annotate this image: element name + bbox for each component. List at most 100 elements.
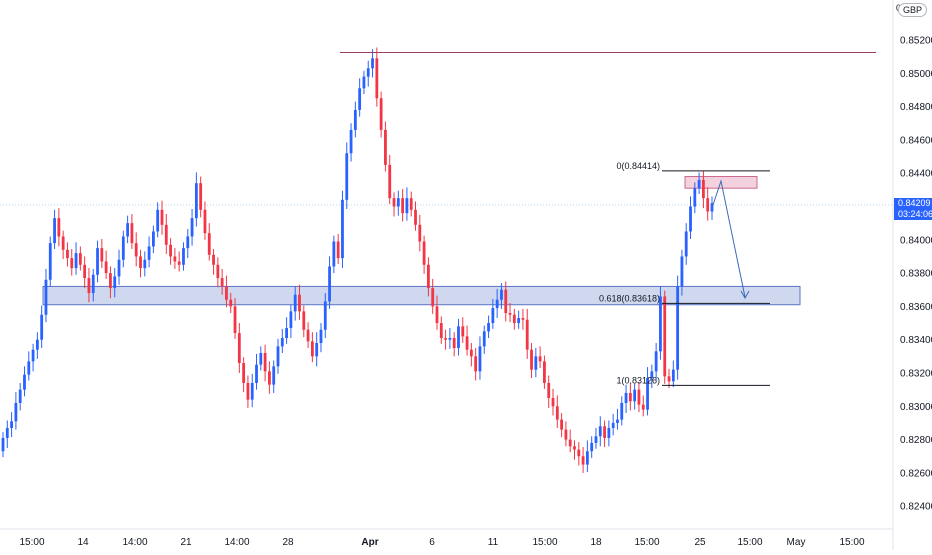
candle-body — [285, 328, 288, 339]
candle — [457, 318, 460, 356]
candle — [139, 249, 142, 278]
candle-body — [216, 264, 220, 279]
candle — [684, 223, 688, 265]
candle-body — [66, 249, 69, 259]
candle-body — [564, 429, 568, 440]
time-tick-label: 18 — [590, 537, 602, 548]
candle — [637, 382, 641, 413]
candle-body — [40, 314, 44, 340]
candle — [676, 275, 680, 380]
candle-body — [117, 259, 121, 277]
candle-body — [448, 338, 452, 340]
candle-body — [414, 209, 417, 225]
candle-body — [534, 356, 538, 370]
candle-body — [298, 294, 301, 312]
candle-body — [1, 437, 5, 452]
candle-body — [268, 371, 271, 385]
candle-body — [220, 278, 224, 287]
time-tick-label: 28 — [282, 537, 294, 548]
candle — [598, 416, 602, 447]
candle-body — [684, 231, 688, 257]
candle-body — [229, 299, 233, 307]
candle-body — [603, 426, 606, 438]
candle-body — [487, 323, 490, 332]
candle-body — [401, 198, 405, 214]
candle — [160, 200, 164, 235]
candle-body — [641, 404, 645, 410]
current-price-tag: 0.84209 03:24:06 — [894, 198, 932, 220]
candle — [650, 364, 654, 388]
candle — [358, 78, 362, 117]
candle-body — [310, 341, 314, 357]
candle — [143, 251, 147, 277]
fib-level-label: 0(0.84414) — [616, 161, 660, 171]
projection-arrow[interactable] — [711, 179, 746, 298]
time-tick-label: 14:00 — [122, 537, 147, 548]
candle-body — [113, 276, 117, 289]
candle — [448, 328, 452, 349]
candle — [302, 305, 306, 338]
candle — [427, 257, 430, 297]
candle-body — [624, 392, 628, 403]
candle-body — [315, 343, 319, 357]
candle — [371, 49, 374, 78]
candle — [1, 432, 5, 458]
time-axis[interactable]: 15:00 14 14:00 21 14:00 28 Apr 6 11 15:00 18 15:00 2… — [19, 537, 864, 548]
candle-body — [289, 311, 293, 329]
candle-body — [31, 349, 35, 362]
candle-body — [504, 289, 508, 314]
fib-level-label: 1(0.83126) — [616, 375, 660, 385]
candle-body — [109, 273, 112, 289]
candle — [362, 70, 366, 95]
candle-body — [517, 318, 521, 324]
candle-body — [212, 254, 215, 265]
candle — [151, 225, 155, 254]
candle — [452, 332, 456, 357]
candle-body — [48, 243, 52, 280]
candle — [83, 256, 87, 289]
candle-body — [491, 308, 495, 324]
candle-body — [396, 198, 400, 207]
candle-body — [242, 363, 246, 383]
candle-body — [418, 224, 422, 242]
candle — [633, 383, 637, 410]
candle — [212, 248, 215, 275]
candle-body — [23, 374, 26, 390]
support-zone[interactable] — [42, 285, 801, 306]
candle — [628, 382, 632, 411]
candle — [564, 421, 568, 447]
candle — [594, 427, 598, 449]
candle-body — [173, 256, 177, 262]
candle-body — [5, 427, 9, 438]
candle — [255, 353, 258, 390]
candle-body — [14, 402, 18, 422]
zones — [0, 176, 893, 306]
candle — [478, 336, 482, 380]
candle — [646, 367, 649, 416]
candle-body — [628, 392, 632, 402]
candle — [246, 375, 250, 408]
candle-body — [272, 366, 276, 385]
candle-body — [353, 109, 357, 130]
candle — [285, 317, 288, 344]
candle-body — [203, 209, 207, 234]
candle — [469, 343, 473, 367]
candle — [194, 172, 198, 227]
candle — [392, 192, 396, 217]
candle-body — [697, 179, 701, 189]
candle — [697, 172, 701, 195]
candle — [121, 230, 125, 268]
candle — [336, 233, 340, 264]
candle-body — [663, 296, 667, 377]
candle-body — [164, 224, 168, 245]
candle — [293, 286, 297, 321]
currency-badge[interactable]: GBP — [898, 3, 928, 17]
candle-body — [358, 88, 362, 110]
time-tick-label: 25 — [694, 537, 706, 548]
candle — [23, 366, 26, 397]
candle — [422, 235, 426, 274]
